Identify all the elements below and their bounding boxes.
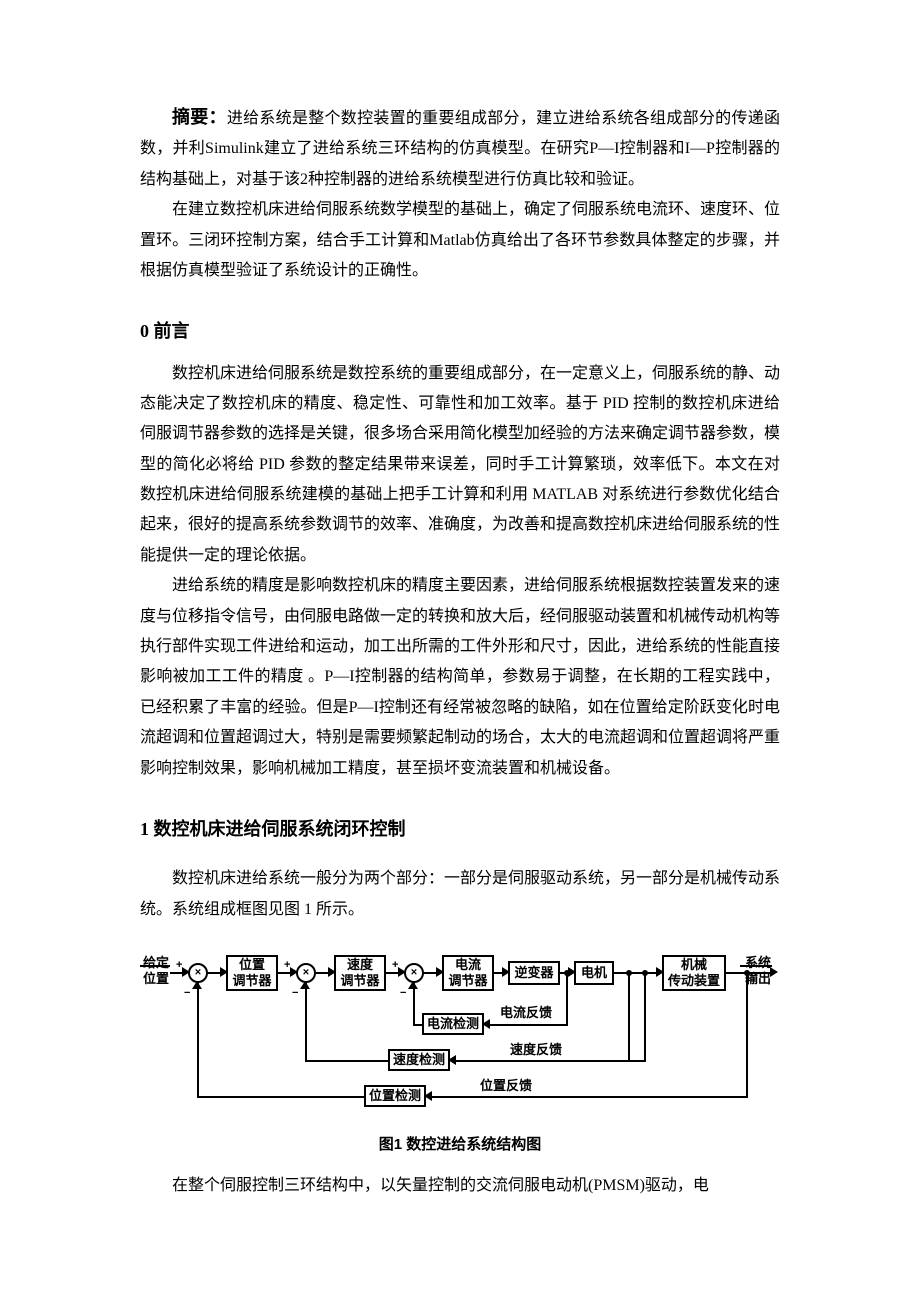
figure-1: 给定位置 + × − 位置调节器 + × − 速度调节器 + [140,945,780,1125]
abstract-para-1: 摘要：进给系统是整个数控装置的重要组成部分，建立进给系统各组成部分的传递函数，并… [140,100,780,195]
section-0-para-1: 数控机床进给伺服系统是数控系统的重要组成部分，在一定意义上，伺服系统的静、动态能… [140,359,780,572]
sum-node-2: × [296,963,316,983]
abstract-para-2: 在建立数控机床进给伺服系统数学模型的基础上，确定了伺服系统电流环、速度环、位置环… [140,195,780,286]
label-current-feedback: 电流反馈 [500,1005,552,1021]
block-mechanical-transmission: 机械传动装置 [662,955,726,991]
block-motor: 电机 [574,961,614,985]
figure-1-diagram: 给定位置 + × − 位置调节器 + × − 速度调节器 + [140,945,780,1125]
section-0-para-2: 进给系统的精度是影响数控机床的精度主要因素，进给伺服系统根据数控装置发来的速度与… [140,571,780,784]
abstract-text-1: 进给系统是整个数控装置的重要组成部分，建立进给系统各组成部分的传递函数，并利Si… [140,110,780,188]
block-current-detection: 电流检测 [422,1013,484,1035]
block-speed-detection: 速度检测 [388,1049,450,1071]
section-1-heading: 1 数控机床进给伺服系统闭环控制 [140,812,780,846]
sum-node-1: × [188,963,208,983]
block-current-regulator: 电流调节器 [442,955,494,991]
abstract-label: 摘要： [172,107,227,127]
sum-node-3: × [404,963,424,983]
block-position-regulator: 位置调节器 [226,955,278,991]
block-speed-regulator: 速度调节器 [334,955,386,991]
section-1-para-2: 在整个伺服控制三环结构中，以矢量控制的交流伺服电动机(PMSM)驱动，电 [140,1171,780,1201]
label-speed-feedback: 速度反馈 [510,1042,562,1058]
input-label: 给定位置 [140,955,172,986]
section-1-para-1: 数控机床进给系统一般分为两个部分：一部分是伺服驱动系统，另一部分是机械传动系统。… [140,864,780,925]
block-inverter: 逆变器 [508,961,560,985]
section-0-heading: 0 前言 [140,314,780,348]
block-position-detection: 位置检测 [364,1085,426,1107]
label-position-feedback: 位置反馈 [480,1078,532,1094]
figure-1-caption: 图1 数控进给系统结构图 [140,1131,780,1160]
